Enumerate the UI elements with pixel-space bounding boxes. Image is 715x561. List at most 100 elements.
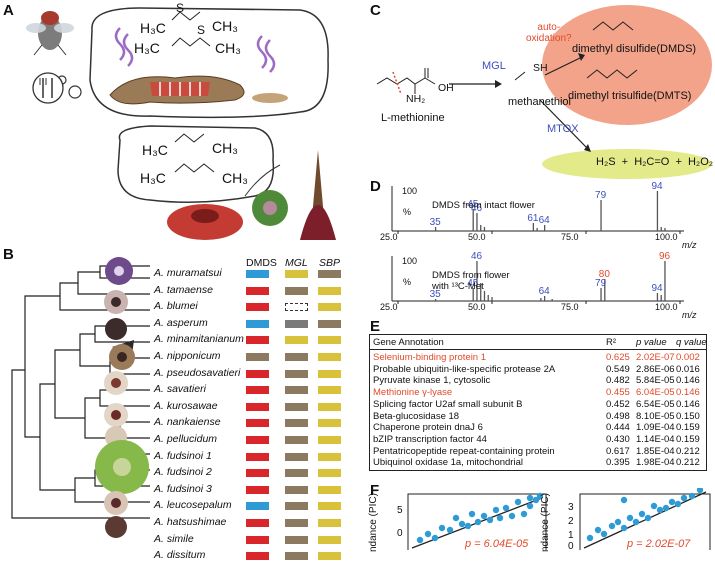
- flower-thumbnails: [95, 257, 149, 538]
- axis-tick: 75.0: [561, 302, 579, 312]
- scatter-point: [626, 514, 634, 522]
- gene-cell-p: 6.04E-05: [636, 387, 675, 399]
- scatter-point: [668, 498, 676, 506]
- peak-label: 45: [467, 199, 479, 210]
- scatter-point: [496, 514, 504, 522]
- amorphophallus-flower-illustration: [300, 150, 336, 240]
- sbp-cell: [318, 303, 341, 312]
- species-name: A. muramatsui: [154, 267, 222, 279]
- header-q: q value: [676, 337, 707, 348]
- dmds-cell: [246, 436, 269, 444]
- column-header-mgl: MGL: [285, 257, 308, 269]
- scatter-point: [458, 520, 466, 528]
- gene-cell-p: 1.14E-04: [636, 433, 675, 445]
- gene-cell-r2: 0.444: [606, 422, 630, 434]
- nh2-group: NH₂: [406, 93, 426, 105]
- panel-a-illustration: [26, 7, 336, 240]
- sbp-cell: [318, 552, 341, 561]
- spectrum2-ymax: 100: [402, 256, 418, 266]
- species-name: A. fudsinoi 2: [154, 466, 212, 479]
- dmds-label: dimethyl disulfide(DMDS): [572, 43, 697, 55]
- gene-cell-r2: 0.452: [606, 398, 630, 410]
- mgl-cell: [285, 402, 308, 411]
- header-gene: Gene Annotation: [373, 337, 444, 348]
- gene-cell-q: 0.212: [676, 445, 700, 457]
- species-name: A. pellucidum: [154, 433, 218, 445]
- scatter-point: [526, 502, 534, 510]
- gene-cell-r2: 0.625: [606, 352, 630, 363]
- scatter-point: [464, 522, 472, 530]
- dmds-cell: [246, 319, 269, 328]
- gene-cell-p: 6.54E-05: [636, 398, 675, 410]
- scatter-point: [514, 498, 522, 506]
- fly-icon: [26, 11, 74, 56]
- dmds-dmts-ellipse: [542, 5, 712, 125]
- asarum-flower-illustration: [252, 190, 288, 226]
- gene-cell-q: 0.146: [676, 375, 700, 387]
- sbp-cell: [318, 535, 341, 544]
- gene-cell-r2: 0.549: [606, 363, 630, 375]
- plot2-tick: 0: [568, 541, 574, 552]
- mgl-cell: [285, 519, 308, 527]
- scatter-point: [632, 518, 640, 526]
- dmds-left-methyl: H₃C: [140, 20, 166, 36]
- scatter-point: [644, 514, 652, 522]
- scatter-point: [438, 524, 446, 532]
- species-name: A. fudsinoi 3: [154, 482, 212, 495]
- gene-cell-r2: 0.617: [606, 445, 630, 457]
- scatter-point: [680, 494, 688, 502]
- mgl-cell: [285, 502, 308, 511]
- species-name: A. kurosawae: [154, 399, 218, 412]
- gene-cell-gene: Chaperone protein dnaJ 6: [373, 422, 483, 434]
- species-name: A. fudsinoi 1: [154, 449, 212, 462]
- scatter-point: [532, 496, 540, 504]
- species-name: A. tamaense: [154, 283, 213, 296]
- mgl-cell: [285, 386, 308, 395]
- header-p: p value: [636, 337, 667, 348]
- gene-row: Ubiquinol oxidase 1a, mitochondrial 0.395…: [373, 457, 703, 469]
- peak-label: 61: [527, 213, 539, 224]
- scatter-point: [608, 522, 616, 530]
- scatter-point: [492, 506, 500, 514]
- correlation-plots: [407, 488, 711, 550]
- scatter-point: [431, 534, 439, 542]
- scatter-point: [424, 530, 432, 538]
- scatter-point: [468, 510, 476, 518]
- axis-tick: 25.0: [380, 302, 398, 312]
- scatter-point: [526, 494, 534, 502]
- sbp-cell: [318, 369, 341, 378]
- species-name: A. leucosepalum: [154, 499, 232, 512]
- peak-label: 94: [651, 181, 663, 192]
- peak-label: 79: [595, 190, 607, 201]
- panel-label-f: F: [370, 482, 380, 499]
- spectrum2-ylabel: %: [403, 277, 412, 287]
- sbp-cell: [318, 402, 341, 411]
- gene-cell-gene: Ubiquinol oxidase 1a, mitochondrial: [373, 457, 523, 469]
- mgl-cell: [285, 535, 308, 544]
- dmds-cell: [246, 303, 269, 312]
- species-name: A. hatsushimae: [154, 516, 227, 528]
- sbp-cell: [318, 336, 341, 345]
- spectrum2-title-line2: with ¹³C-Met: [432, 281, 484, 292]
- gene-row: Splicing factor U2af small subunit B 0.45…: [373, 399, 703, 411]
- scatter-point: [446, 526, 454, 534]
- peak-label: 45: [467, 278, 479, 289]
- scatter-point: [638, 510, 646, 518]
- gene-cell-q: 0.150: [676, 410, 700, 422]
- mgl-cell: [285, 319, 308, 328]
- plot1-ylabel: ndance (PIC): [368, 493, 379, 552]
- peak-label: 35: [430, 289, 442, 300]
- scatter-point: [480, 512, 488, 520]
- mtox-enzyme-label: MTOX: [547, 123, 579, 135]
- gene-row: Chaperone protein dnaJ 6 0.444 1.09E-04 0.1…: [373, 422, 703, 434]
- sbp-cell: [318, 286, 341, 295]
- axis-tick: 50.0: [468, 302, 486, 312]
- scatter-point: [486, 516, 494, 524]
- mgl-cell: [285, 303, 308, 312]
- mgl-cell: [285, 286, 308, 295]
- gene-cell-gene: bZIP transcription factor 44: [373, 433, 487, 445]
- dmds-cell: [246, 270, 269, 278]
- axis-tick: 25.0: [380, 232, 398, 242]
- gene-cell-q: 0.146: [676, 398, 700, 410]
- scatter-point: [656, 506, 664, 514]
